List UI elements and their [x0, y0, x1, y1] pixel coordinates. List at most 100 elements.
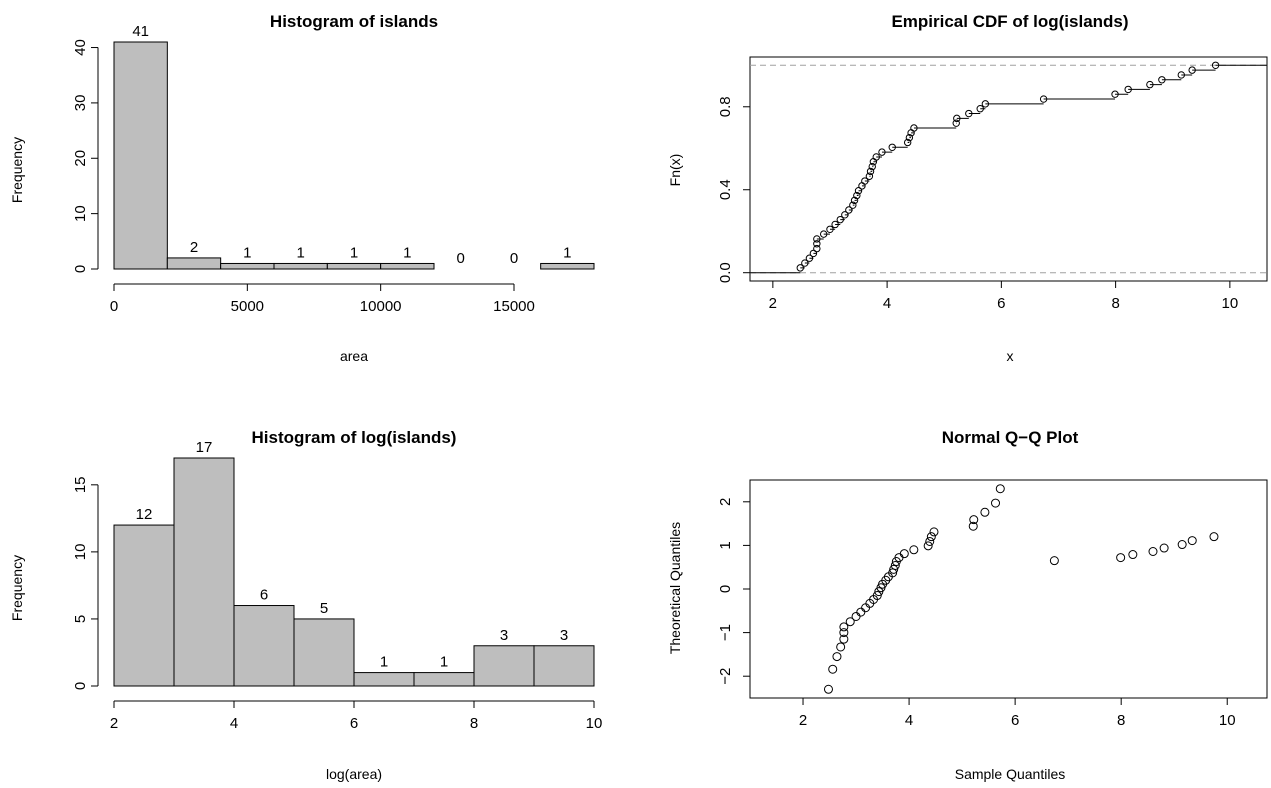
y-tick-label: 10 — [72, 544, 89, 561]
bar-count-label: 1 — [296, 244, 304, 261]
chart-title: Histogram of log(islands) — [252, 428, 457, 447]
x-tick-label: 8 — [1117, 712, 1125, 729]
qq-point — [991, 498, 1001, 508]
ecdf-point — [849, 201, 857, 209]
bar-count-label: 41 — [132, 23, 149, 40]
y-axis-label: Fn(x) — [667, 154, 683, 187]
ecdf-point — [981, 100, 990, 108]
x-axis-label: x — [1007, 348, 1014, 364]
plot-frame — [749, 479, 1268, 699]
histogram-bar — [293, 618, 355, 687]
qq-point — [969, 515, 979, 525]
x-tick-label: 4 — [230, 715, 238, 732]
histogram-bar — [413, 672, 475, 687]
y-tick-label: 0 — [717, 585, 734, 593]
qq-point — [929, 527, 939, 537]
qq-point — [839, 628, 849, 638]
ecdf-step-line — [750, 64, 1267, 274]
ecdf-point — [809, 249, 818, 258]
ecdf-point — [905, 133, 914, 142]
histogram-bar — [220, 262, 275, 270]
bar-count-label: 3 — [560, 627, 568, 644]
y-tick-label: −1 — [717, 624, 734, 641]
plot-marks: 12 17 6 5 1 1 3 3 2 4 6 8 10 0 5 10 15 — [72, 439, 602, 732]
y-tick-label: −2 — [717, 668, 734, 685]
plot-frame — [749, 56, 1268, 282]
bar-count-label: 1 — [350, 244, 358, 261]
histogram-bar — [326, 262, 382, 270]
qq-point — [923, 541, 933, 551]
histogram-bar — [173, 457, 235, 687]
ecdf-point — [813, 244, 821, 253]
y-tick-label: 0.0 — [717, 262, 734, 283]
normal-qq-panel: Normal Q−Q Plot Sample Quantiles Theoret… — [667, 428, 1268, 782]
histogram-bar — [380, 262, 435, 270]
histogram-bar — [233, 605, 295, 687]
histogram-log-islands-panel: Histogram of log(islands) log(area) Freq… — [9, 428, 602, 782]
chart-title: Empirical CDF of log(islands) — [891, 12, 1128, 31]
qq-point — [836, 642, 846, 652]
qq-point — [889, 564, 899, 574]
ecdf-point — [1177, 71, 1186, 79]
bar-count-label: 1 — [380, 654, 388, 671]
qq-point — [856, 607, 866, 617]
ecdf-point — [841, 211, 849, 219]
ecdf-point — [853, 191, 861, 200]
ecdf-point — [1146, 80, 1154, 89]
x-tick-label: 10000 — [360, 298, 402, 315]
bar-count-label: 1 — [243, 244, 251, 261]
bar-count-label: 12 — [136, 506, 153, 523]
histogram-bar — [166, 257, 222, 270]
y-tick-label: 0.8 — [717, 96, 734, 117]
x-axis-label: Sample Quantiles — [955, 766, 1066, 782]
y-tick-label: 1 — [717, 541, 734, 549]
x-tick-label: 15000 — [493, 298, 535, 315]
ecdf-point — [826, 225, 834, 233]
y-tick-label: 30 — [72, 95, 89, 112]
ecdf-point — [861, 177, 869, 185]
ecdf-point — [813, 240, 821, 248]
x-axis-label: log(area) — [326, 766, 382, 782]
x-tick-label: 2 — [799, 712, 807, 729]
bar-count-label: 1 — [403, 244, 411, 261]
ecdf-point — [805, 254, 814, 262]
x-tick-label: 8 — [1111, 295, 1119, 312]
ecdf-point — [910, 124, 918, 132]
qq-point — [845, 617, 855, 627]
qq-point — [1159, 543, 1169, 553]
qq-point — [926, 532, 936, 542]
qq-point — [909, 545, 919, 555]
qq-point — [1116, 553, 1126, 563]
qq-point — [1049, 556, 1059, 566]
histogram-bar — [113, 524, 175, 687]
ecdf-point — [868, 162, 876, 171]
x-tick-label: 10 — [1222, 295, 1239, 312]
x-tick-label: 8 — [470, 715, 478, 732]
bar-count-label: 1 — [440, 654, 448, 671]
histogram-bar — [353, 672, 415, 687]
ecdf-point — [836, 215, 844, 224]
plot-marks: 2 4 6 8 10 0.0 0.4 0.8 — [717, 56, 1268, 312]
qq-point — [832, 652, 842, 662]
bar-count-label: 17 — [196, 439, 213, 456]
qq-point — [828, 664, 838, 674]
y-tick-label: 0 — [72, 265, 89, 273]
histogram-bar — [113, 41, 168, 270]
qq-point — [1187, 536, 1197, 546]
ecdf-point — [903, 138, 912, 147]
ecdf-point — [1124, 85, 1132, 94]
x-tick-label: 5000 — [231, 298, 264, 315]
qq-point — [839, 622, 849, 632]
qq-point — [890, 560, 900, 570]
qq-point — [1128, 550, 1138, 560]
qq-point — [872, 591, 882, 601]
histogram-islands-panel: Histogram of islands area Frequency 41 2 1… — [9, 12, 595, 364]
bar-count-label: 0 — [510, 250, 518, 267]
qq-point — [980, 507, 990, 517]
y-axis-label: Frequency — [9, 137, 25, 203]
x-tick-label: 2 — [769, 295, 777, 312]
bar-count-label: 2 — [190, 239, 198, 256]
ecdf-point — [854, 187, 863, 195]
ecdf-point — [878, 148, 886, 156]
